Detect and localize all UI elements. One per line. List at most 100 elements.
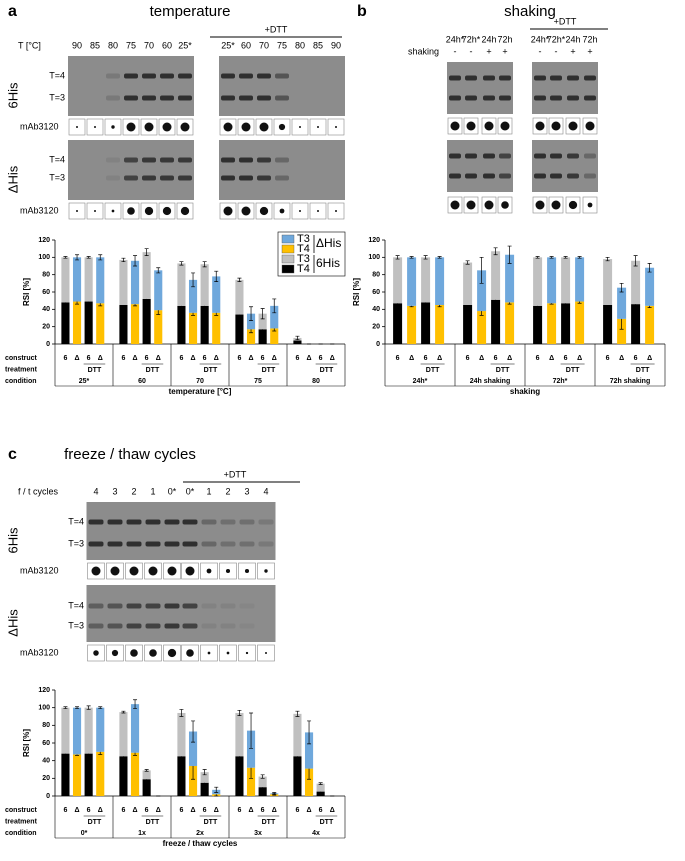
bar-segment: [61, 257, 70, 303]
row-label: condition: [5, 830, 37, 837]
error-bar: [144, 769, 149, 772]
gel-band: [220, 603, 236, 609]
lane-label: 25*: [221, 40, 235, 50]
error-bar: [493, 247, 498, 256]
error-bar: [507, 245, 512, 264]
band-label: T=3: [68, 620, 84, 630]
error-bar: [409, 256, 414, 259]
gel-band: [106, 95, 120, 101]
gel-band: [449, 75, 461, 81]
lane-label: 70: [144, 40, 154, 50]
error-bar: [605, 256, 610, 262]
gel: [447, 140, 513, 192]
bar-segment: [84, 257, 93, 302]
condition-label: 72h*: [553, 378, 568, 385]
dot: [76, 210, 78, 212]
treatment-label: DTT: [496, 367, 510, 374]
dtt-label: +DTT: [224, 469, 247, 479]
x-axis-label: freeze / thaw cycles: [163, 839, 238, 848]
lane-label: 1: [150, 486, 155, 496]
construct-label: Δ: [507, 355, 512, 362]
condition-label: 1x: [138, 830, 146, 837]
error-bar: [260, 774, 265, 779]
row-label: ΔHis: [5, 165, 20, 193]
bar-segment: [96, 303, 105, 344]
bar-segment: [491, 251, 501, 300]
lane-header: shaking: [408, 46, 439, 56]
gel: [180, 502, 276, 560]
dot: [259, 122, 269, 132]
construct-label: 6: [121, 807, 125, 814]
gel-band: [449, 153, 461, 159]
gel-band: [239, 603, 255, 609]
bar-segment: [130, 260, 140, 305]
y-tick-label: 40: [372, 306, 380, 313]
lane-label: 2: [225, 486, 230, 496]
bar-segment: [61, 753, 70, 796]
bar-segment: [293, 713, 302, 757]
error-bar: [437, 256, 442, 259]
lane-label: 1: [206, 486, 211, 496]
gel-band: [311, 158, 325, 163]
error-bar: [75, 254, 80, 261]
gel-band: [182, 623, 198, 629]
lane-label: 60: [162, 40, 172, 50]
gel-band: [258, 519, 274, 525]
gel-band: [124, 73, 138, 79]
construct-label: 6: [424, 355, 428, 362]
dot: [241, 122, 251, 132]
treatment-label: DTT: [320, 819, 334, 826]
gel-band: [483, 173, 495, 179]
construct-label: 6: [179, 355, 183, 362]
gel-band: [293, 96, 307, 101]
gel-band: [258, 541, 274, 547]
dot: [587, 202, 593, 208]
error-bar: [237, 709, 242, 716]
gel-band: [311, 176, 325, 181]
bar-segment: [72, 257, 82, 302]
gel-band: [534, 95, 546, 101]
gel-band: [534, 173, 546, 179]
panel-letter: b: [357, 3, 367, 20]
gel-band: [499, 95, 511, 101]
gel-band: [220, 541, 236, 547]
gel-band: [88, 74, 102, 79]
construct-label: Δ: [98, 807, 103, 814]
dot: [130, 649, 138, 657]
gel-band: [257, 95, 271, 101]
gel-band: [107, 623, 123, 629]
construct-label: 6: [295, 355, 299, 362]
gel-band: [145, 519, 161, 525]
gel-band: [124, 95, 138, 101]
gel-band: [160, 95, 174, 101]
lane-mark: -: [470, 46, 473, 56]
row-label: treatment: [5, 818, 38, 825]
bar-segment: [270, 305, 279, 329]
construct-label: 6: [179, 807, 183, 814]
row-label: construct: [5, 355, 38, 362]
gel-band: [239, 519, 255, 525]
y-tick-label: 0: [46, 793, 50, 800]
bar-segment: [235, 279, 244, 315]
gel-band: [221, 175, 235, 181]
lane-label: 0*: [186, 486, 195, 496]
dot: [223, 122, 233, 132]
blot-label: mAb3120: [20, 121, 59, 131]
gel-band: [124, 175, 138, 181]
dot: [335, 210, 337, 212]
error-bar: [156, 267, 161, 274]
lane-header: f / t cycles: [18, 486, 59, 496]
band-label: T=4: [49, 154, 65, 164]
gel-band: [534, 153, 546, 159]
construct-label: 6: [237, 355, 241, 362]
gel-band: [239, 157, 253, 163]
gel-band: [182, 541, 198, 547]
bar-segment: [547, 303, 557, 344]
bar-segment: [142, 779, 151, 796]
construct-label: Δ: [249, 355, 254, 362]
band-label: T=4: [49, 70, 65, 80]
bar-segment: [293, 340, 302, 344]
error-bar: [465, 260, 470, 265]
row-label: treatment: [5, 366, 38, 373]
legend-label: T3: [297, 233, 310, 245]
